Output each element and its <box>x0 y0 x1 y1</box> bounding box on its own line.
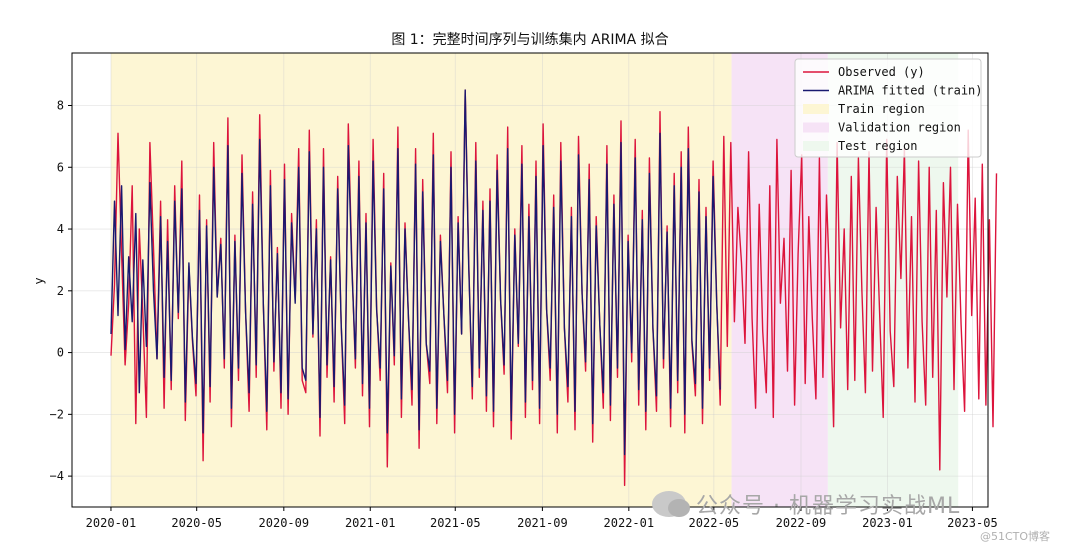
y-tick-label: 6 <box>57 160 64 174</box>
y-tick-label: 4 <box>57 222 64 236</box>
chart-title: 图 1：完整时间序列与训练集内 ARIMA 拟合 <box>391 31 668 48</box>
watermark-text: 公众号 · 机器学习实战ML <box>696 494 961 519</box>
legend-label: Observed (y) <box>838 65 925 79</box>
legend-swatch-patch <box>803 104 829 114</box>
x-tick-label: 2021-01 <box>345 516 396 530</box>
legend-label: Test region <box>838 139 917 153</box>
x-tick-label: 2023-05 <box>947 516 998 530</box>
y-axis-label: y <box>32 277 46 284</box>
y-tick-label: 0 <box>57 346 64 360</box>
y-tick-label: 8 <box>57 99 64 113</box>
arima-fitted-series-line <box>110 89 721 456</box>
series-lines <box>110 89 998 487</box>
x-tick-label: 2022-09 <box>776 516 827 530</box>
watermark: 公众号 · 机器学习实战ML <box>652 488 960 520</box>
x-tick-label: 2020-09 <box>259 516 310 530</box>
legend-label: ARIMA fitted (train) <box>838 84 983 98</box>
plot-frame <box>71 52 989 508</box>
x-tick-label: 2020-01 <box>86 516 137 530</box>
legend-label: Train region <box>838 102 925 116</box>
legend-box <box>794 58 982 158</box>
x-tick-label: 2023-01 <box>862 516 913 530</box>
legend-label: Validation region <box>838 121 961 135</box>
x-tick-label: 2022-05 <box>689 516 740 530</box>
y-tick-label: 2 <box>57 284 64 298</box>
legend-swatch-patch <box>803 122 829 133</box>
y-tick-label: −4 <box>50 469 64 483</box>
y-axis: −4 −2 0 2 4 6 8 <box>50 99 72 483</box>
x-tick-label: 2022-01 <box>604 516 655 530</box>
legend: Observed (y) ARIMA fitted (train) Train re… <box>794 58 983 158</box>
y-tick-label: −2 <box>50 407 64 421</box>
x-tick-label: 2020-05 <box>171 516 222 530</box>
x-tick-label: 2021-09 <box>517 516 568 530</box>
legend-swatch-patch <box>803 141 829 151</box>
x-tick-label: 2021-05 <box>430 516 481 530</box>
x-axis: 2020-01 2020-05 2020-09 2021-01 2021-05 2021-… <box>86 507 998 530</box>
wechat-icon <box>652 491 690 517</box>
site-credit: @51CTO博客 <box>980 530 1051 543</box>
